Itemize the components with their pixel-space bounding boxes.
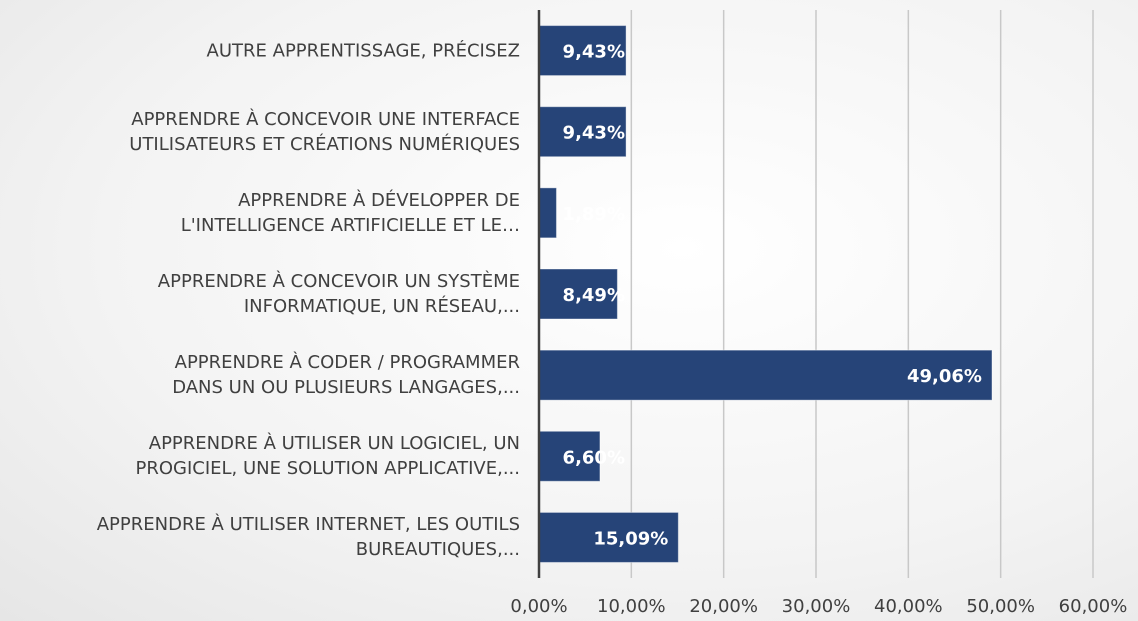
value-label: 8,49% <box>563 285 625 306</box>
category-label: APPRENDRE À UTILISER UN LOGICIEL, UN PRO… <box>135 433 520 480</box>
category-label: AUTRE APPRENTISSAGE, PRÉCISEZ <box>206 40 520 62</box>
x-tick-label: 20,00% <box>689 596 758 617</box>
x-tick-label: 60,00% <box>1059 596 1128 617</box>
value-label: 6,60% <box>563 447 625 468</box>
bar <box>538 106 627 158</box>
x-tick-label: 50,00% <box>966 596 1035 617</box>
x-tick-label: 40,00% <box>874 596 943 617</box>
bar <box>538 349 993 401</box>
category-label: APPRENDRE À UTILISER INTERNET, LES OUTIL… <box>96 514 520 561</box>
value-label: 9,43% <box>563 42 625 63</box>
value-label: 9,43% <box>563 123 625 144</box>
x-tick-label: 0,00% <box>510 596 567 617</box>
bar <box>538 511 679 563</box>
category-label: APPRENDRE À CONCEVOIR UN SYSTÈME INFORMA… <box>157 271 520 317</box>
value-label: 1,89% <box>563 204 625 225</box>
category-label: APPRENDRE À DÉVELOPPER DE L'INTELLIGENCE… <box>180 189 520 236</box>
value-label: 15,09% <box>593 528 668 549</box>
category-label: APPRENDRE À CONCEVOIR UNE INTERFACE UTIL… <box>129 108 520 155</box>
category-label: APPRENDRE À CODER / PROGRAMMER DANS UN O… <box>172 352 520 399</box>
bar <box>538 187 557 239</box>
value-label: 49,06% <box>907 366 982 387</box>
bar <box>538 268 618 320</box>
x-tick-label: 10,00% <box>597 596 666 617</box>
x-tick-label: 30,00% <box>782 596 851 617</box>
